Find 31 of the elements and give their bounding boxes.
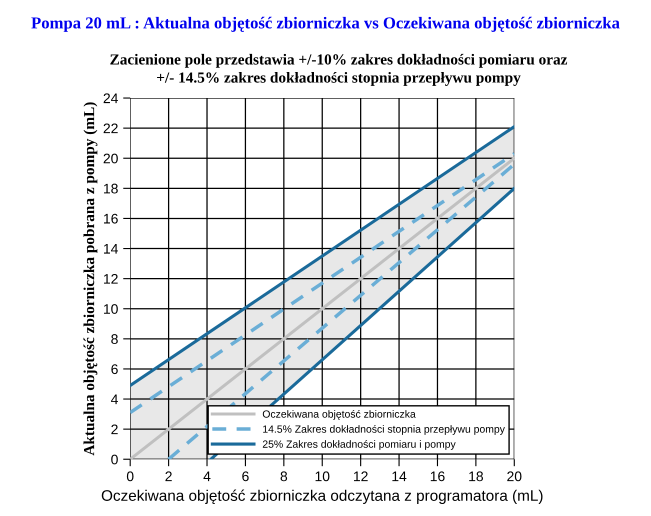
x-tick-label: 18 (469, 471, 483, 482)
y-tick-label: 12 (104, 274, 118, 284)
y-tick-label: 4 (110, 394, 118, 404)
chart-title: Pompa 20 mL : Aktualna objętość zbiorniczka vs Oczekiwana objętość zbiorniczka (31, 16, 620, 32)
x-tick-label: 2 (165, 471, 172, 482)
legend-label: 14.5% Zakres dokładności stopnia przepływu pompy (263, 424, 505, 435)
y-tick-label: 8 (111, 334, 118, 344)
x-tick-label: 4 (203, 472, 210, 482)
x-axis-title: Oczekiwana objętość zbiorniczka odczytana z programatora (mL) (102, 490, 543, 504)
y-tick-label: 2 (111, 424, 118, 434)
y-tick-label: 0 (111, 454, 118, 464)
x-tick-label: 20 (507, 471, 522, 482)
legend-label: Oczekiwana objętość zbiorniczka (262, 410, 416, 420)
legend-label: 25% Zakres dokładności pomiaru i pompy (262, 440, 456, 450)
y-axis-title: Aktualna objętość zbiorniczka pobrana z pompy (mL) (83, 102, 98, 456)
y-tick-label: 16 (104, 214, 118, 224)
x-tick-label: 16 (430, 471, 445, 482)
y-tick-label: 22 (104, 123, 118, 134)
x-tick-label: 6 (242, 471, 249, 482)
x-tick-label: 8 (280, 471, 288, 482)
y-tick-label: 20 (104, 154, 118, 164)
x-tick-label: 10 (316, 471, 330, 482)
chart-subtitle: Zacienione pole przedstawia +/-10% zakres dokładności pomiaru oraz +/- 14.5% zakres dokładności stopnia przepływu pompy (110, 54, 568, 86)
y-tick-label: 18 (104, 184, 118, 194)
y-tick-label: 10 (104, 304, 118, 314)
y-tick-label: 14 (104, 244, 118, 254)
y-tick-label: 6 (111, 364, 118, 374)
x-tick-label: 0 (126, 471, 134, 482)
y-tick-label: 24 (104, 93, 118, 104)
x-tick-label: 12 (354, 471, 368, 482)
x-tick-label: 14 (392, 472, 406, 482)
